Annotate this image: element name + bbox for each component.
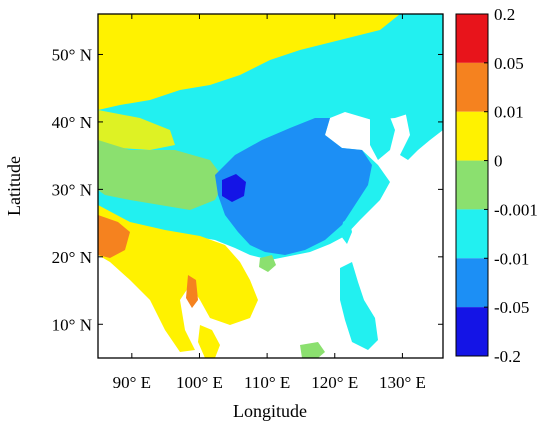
land-japan: [400, 90, 443, 160]
land-blue-east: [215, 118, 372, 255]
land-taiwan: [341, 218, 352, 244]
land-hainan: [259, 255, 276, 272]
colorbar-segment: [456, 14, 488, 63]
colorbar-label: 0.2: [494, 5, 515, 24]
land-philippines: [340, 262, 378, 350]
map-area: [98, 14, 443, 358]
x-axis-title: Longitude: [233, 401, 307, 421]
y-tick-label: 20° N: [52, 248, 92, 267]
y-axis-title: Latitude: [4, 156, 24, 216]
y-tick-label: 10° N: [52, 315, 92, 334]
colorbar: 0.2 0.05 0.01 0 -0.001 -0.01 -0.05 -0.2: [455, 5, 538, 366]
colorbar-label: 0.05: [494, 54, 524, 73]
y-tick-label: 50° N: [52, 45, 92, 64]
x-tick-label: 100° E: [176, 373, 223, 392]
y-axis: 10° N 20° N 30° N 40° N 50° N: [52, 45, 443, 334]
land-orange-west: [98, 215, 130, 258]
map-frame: [97, 13, 444, 359]
colorbar-label: -0.05: [494, 298, 529, 317]
land-korea: [370, 112, 395, 160]
colorbar-segment: [456, 307, 488, 356]
x-tick-label: 110° E: [244, 373, 290, 392]
land-orange-south-patch: [186, 275, 198, 308]
y-tick-label: 30° N: [52, 180, 92, 199]
y-tick-label: 40° N: [52, 113, 92, 132]
land-darkblue-basin: [222, 174, 246, 202]
colorbar-label: -0.2: [494, 347, 521, 366]
land-green-central: [98, 140, 225, 210]
x-axis: 90° E 100° E 110° E 120° E 130° E: [113, 14, 426, 392]
colorbar-label: -0.001: [494, 200, 538, 219]
colorbar-segment: [456, 209, 488, 259]
colorbar-segment: [456, 160, 488, 210]
colorbar-segment: [456, 258, 488, 308]
colorbar-segment: [456, 62, 488, 112]
colorbar-frame: [455, 13, 489, 357]
x-tick-label: 120° E: [311, 373, 358, 392]
land-yellow-southwest: [98, 205, 258, 352]
land-south-specks: [300, 342, 325, 358]
colorbar-segment: [456, 111, 488, 161]
x-tick-label: 130° E: [379, 373, 426, 392]
colorbar-label: -0.01: [494, 249, 529, 268]
land-yellow-north: [98, 14, 400, 110]
colorbar-label: 0: [494, 152, 503, 171]
land-yellow-northwest-patch: [98, 110, 175, 150]
colorbar-label: 0.01: [494, 103, 524, 122]
x-tick-label: 90° E: [113, 373, 151, 392]
land-malay-tail: [198, 325, 220, 358]
